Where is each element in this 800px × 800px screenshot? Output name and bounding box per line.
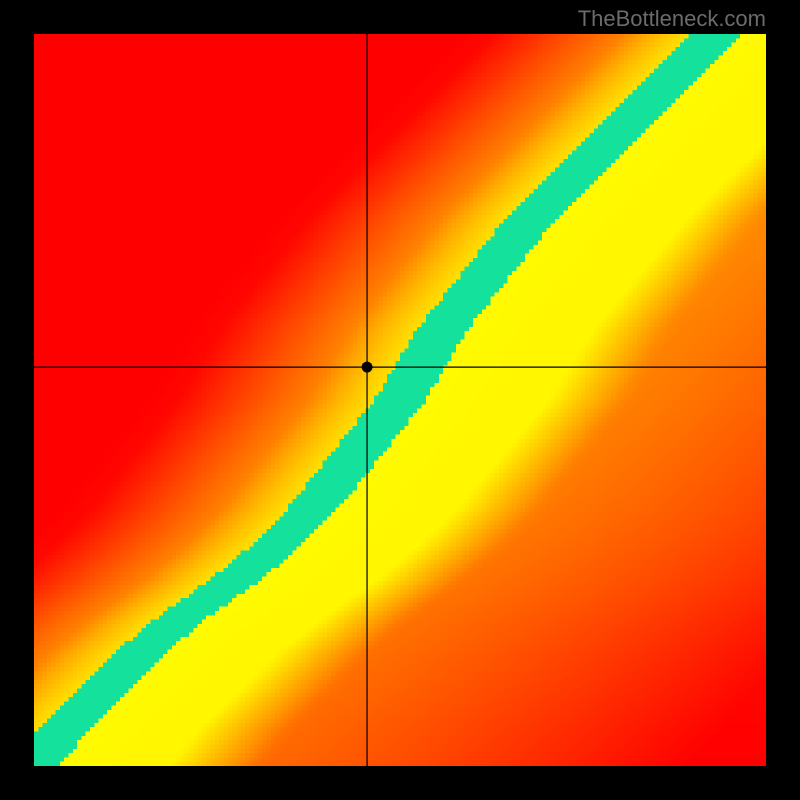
heatmap-overlay (34, 34, 766, 766)
watermark-text: TheBottleneck.com (578, 6, 766, 32)
bottleneck-heatmap (34, 34, 766, 766)
